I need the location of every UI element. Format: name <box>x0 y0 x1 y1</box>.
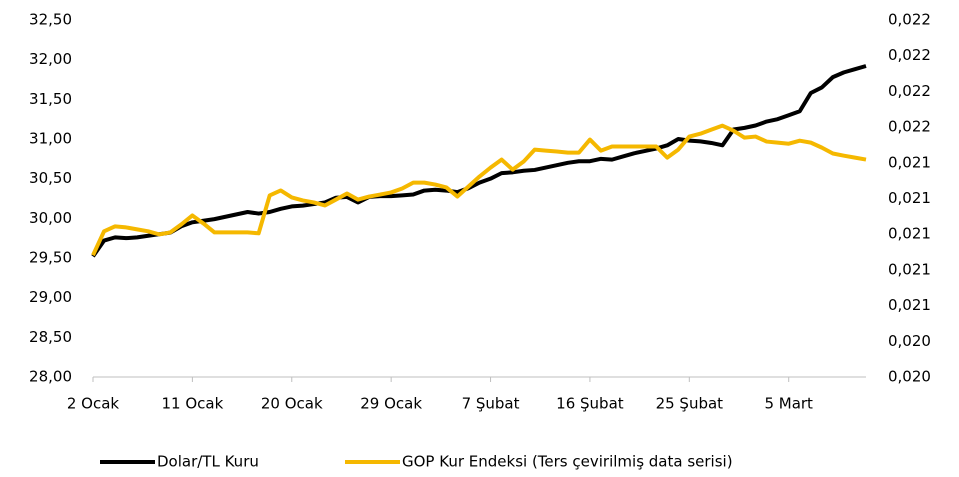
y-tick-label: 32,50 <box>29 11 72 29</box>
x-tick-label: 7 Şubat <box>462 395 520 413</box>
y2-tick-label: 0,022 <box>888 46 931 64</box>
legend-label: Dolar/TL Kuru <box>157 453 259 471</box>
y-tick-label: 29,00 <box>29 288 72 306</box>
y2-tick-label: 0,021 <box>888 153 931 171</box>
x-tick-label: 25 Şubat <box>656 395 724 413</box>
y2-tick-label: 0,022 <box>888 11 931 29</box>
x-tick-label: 16 Şubat <box>556 395 624 413</box>
y-tick-label: 30,50 <box>29 169 72 187</box>
y2-tick-label: 0,022 <box>888 118 931 136</box>
series-line <box>91 64 867 258</box>
y-tick-label: 28,50 <box>29 328 72 346</box>
y2-tick-label: 0,021 <box>888 260 931 278</box>
y2-tick-label: 0,020 <box>888 332 931 350</box>
x-tick-label: 11 Ocak <box>161 395 223 413</box>
y-tick-label: 31,50 <box>29 90 72 108</box>
legend-label: GOP Kur Endeksi (Ters çevirilmiş data se… <box>402 453 733 471</box>
y-tick-label: 30,00 <box>29 209 72 227</box>
x-tick-label: 2 Ocak <box>67 395 120 413</box>
y-tick-label: 28,00 <box>29 368 72 386</box>
y-tick-label: 29,50 <box>29 249 72 267</box>
y2-tick-label: 0,020 <box>888 368 931 386</box>
series-line <box>91 123 867 257</box>
y2-tick-label: 0,021 <box>888 189 931 207</box>
x-tick-label: 5 Mart <box>764 395 813 413</box>
x-tick-label: 29 Ocak <box>360 395 422 413</box>
y-tick-label: 32,00 <box>29 50 72 68</box>
y2-tick-label: 0,021 <box>888 225 931 243</box>
x-tick-label: 20 Ocak <box>261 395 323 413</box>
y2-tick-label: 0,022 <box>888 82 931 100</box>
y2-tick-label: 0,021 <box>888 296 931 314</box>
y-tick-label: 31,00 <box>29 130 72 148</box>
